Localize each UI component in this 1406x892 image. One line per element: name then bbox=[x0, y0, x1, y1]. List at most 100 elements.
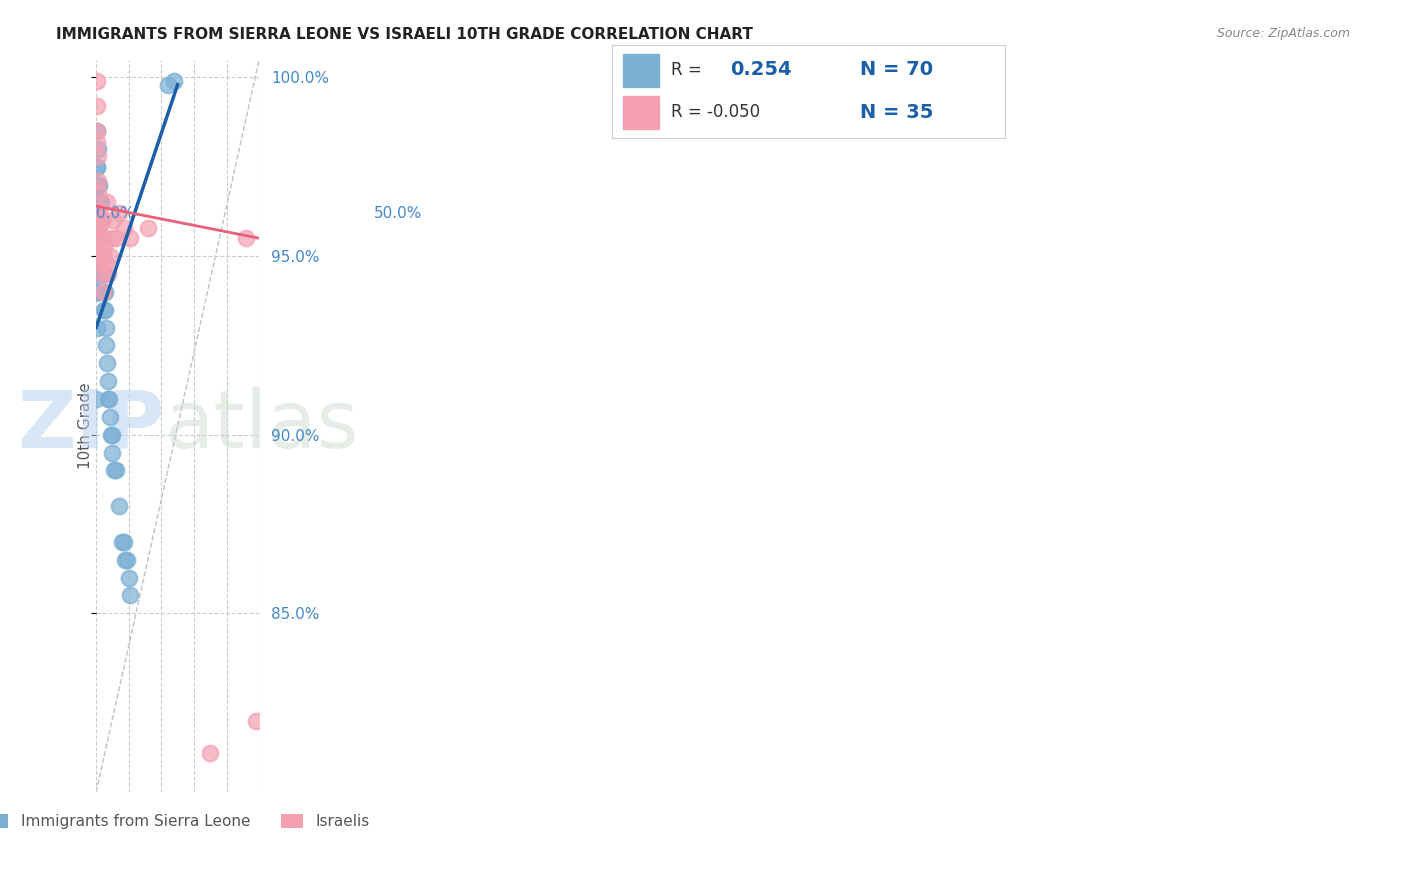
Point bbox=[87, 202, 110, 217]
Point bbox=[104, 231, 127, 245]
Point bbox=[89, 220, 111, 235]
Point bbox=[90, 231, 112, 245]
Point bbox=[89, 195, 111, 210]
Point bbox=[163, 74, 186, 88]
Point bbox=[111, 534, 134, 549]
Point bbox=[90, 249, 112, 263]
Point bbox=[86, 135, 108, 149]
Point bbox=[87, 178, 110, 192]
Point bbox=[93, 285, 115, 299]
Point bbox=[91, 249, 114, 263]
Point bbox=[98, 409, 121, 424]
Point bbox=[86, 195, 108, 210]
Point bbox=[118, 571, 141, 585]
Legend: Immigrants from Sierra Leone, Israelis: Immigrants from Sierra Leone, Israelis bbox=[0, 808, 375, 836]
Point bbox=[87, 249, 110, 263]
Point bbox=[86, 213, 108, 227]
Point bbox=[86, 285, 108, 299]
Point bbox=[101, 445, 124, 459]
Point bbox=[87, 213, 110, 227]
Point bbox=[89, 249, 111, 263]
Text: atlas: atlas bbox=[165, 387, 359, 465]
Point bbox=[87, 178, 110, 192]
Point bbox=[89, 178, 111, 192]
Point bbox=[108, 206, 131, 220]
Point bbox=[96, 338, 118, 352]
Point bbox=[96, 356, 118, 370]
Text: N = 35: N = 35 bbox=[859, 103, 934, 121]
Point bbox=[89, 213, 111, 227]
Point bbox=[94, 256, 117, 270]
Point bbox=[87, 231, 110, 245]
Point bbox=[136, 220, 159, 235]
Point bbox=[112, 534, 135, 549]
Point bbox=[91, 249, 114, 263]
Text: N = 70: N = 70 bbox=[859, 61, 932, 79]
Point bbox=[103, 463, 125, 477]
Point bbox=[93, 267, 115, 281]
Point bbox=[87, 195, 110, 210]
Point bbox=[101, 213, 124, 227]
Point bbox=[101, 427, 124, 442]
Point bbox=[89, 249, 111, 263]
Y-axis label: 10th Grade: 10th Grade bbox=[77, 383, 93, 469]
Text: 50.0%: 50.0% bbox=[374, 206, 422, 221]
Point bbox=[97, 374, 120, 388]
Text: 0.254: 0.254 bbox=[730, 61, 792, 79]
Point bbox=[94, 302, 117, 317]
Point bbox=[87, 149, 110, 163]
Point bbox=[91, 267, 114, 281]
Point bbox=[114, 553, 136, 567]
Point bbox=[87, 267, 110, 281]
Point bbox=[89, 231, 111, 245]
Point bbox=[96, 195, 118, 210]
Point bbox=[98, 392, 121, 406]
Point bbox=[91, 231, 114, 245]
Point bbox=[120, 231, 142, 245]
Text: Source: ZipAtlas.com: Source: ZipAtlas.com bbox=[1216, 27, 1350, 40]
Point bbox=[120, 589, 142, 603]
Point bbox=[87, 285, 110, 299]
Point bbox=[245, 714, 267, 728]
Point bbox=[86, 392, 108, 406]
Point bbox=[86, 160, 108, 174]
Point bbox=[94, 320, 117, 334]
Point bbox=[87, 185, 110, 199]
Point bbox=[93, 302, 115, 317]
Point bbox=[86, 124, 108, 138]
Point bbox=[90, 256, 112, 270]
Point bbox=[101, 231, 124, 245]
Point bbox=[86, 320, 108, 334]
Point bbox=[89, 249, 111, 263]
Point bbox=[89, 242, 111, 256]
Point bbox=[90, 249, 112, 263]
Point bbox=[86, 74, 108, 88]
Point bbox=[98, 249, 121, 263]
Point bbox=[91, 267, 114, 281]
Point bbox=[87, 195, 110, 210]
Text: 0.0%: 0.0% bbox=[96, 206, 135, 221]
Point bbox=[91, 285, 114, 299]
Point bbox=[89, 231, 111, 245]
Point bbox=[87, 220, 110, 235]
Point bbox=[108, 499, 131, 513]
Point bbox=[87, 213, 110, 227]
Point bbox=[87, 206, 110, 220]
Point bbox=[89, 267, 111, 281]
Point bbox=[97, 267, 120, 281]
Point bbox=[90, 231, 112, 245]
Point bbox=[87, 231, 110, 245]
Text: R = -0.050: R = -0.050 bbox=[671, 103, 759, 121]
Point bbox=[100, 427, 122, 442]
Point bbox=[97, 392, 120, 406]
Point bbox=[91, 213, 114, 227]
Point bbox=[93, 285, 115, 299]
Point bbox=[87, 195, 110, 210]
Point bbox=[91, 267, 114, 281]
Point bbox=[87, 174, 110, 188]
Point bbox=[90, 213, 112, 227]
Point bbox=[87, 285, 110, 299]
Point bbox=[87, 142, 110, 156]
Bar bbox=[623, 96, 659, 129]
Point bbox=[115, 553, 138, 567]
